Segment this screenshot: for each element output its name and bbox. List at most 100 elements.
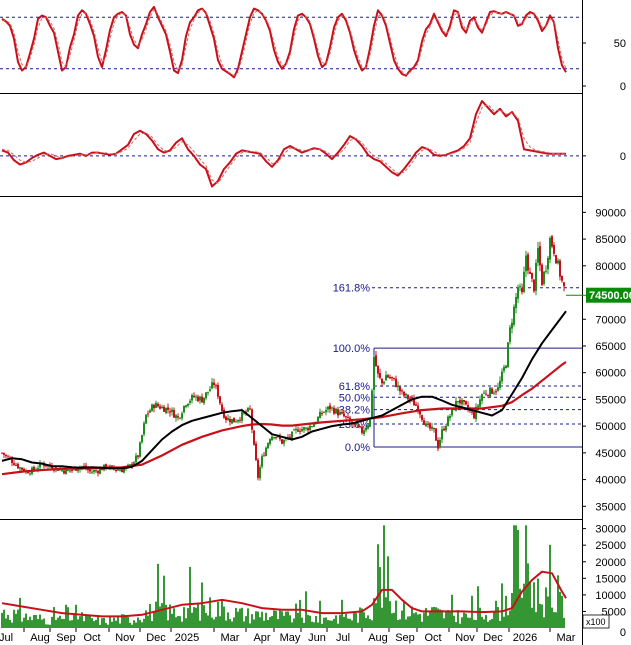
x-tick-label: Sep <box>56 632 76 644</box>
candle-body <box>309 425 311 431</box>
candle-body <box>77 469 79 472</box>
candle-body <box>511 322 513 329</box>
volume-bar <box>413 613 415 628</box>
volume-bar <box>513 525 515 628</box>
volume-bar <box>183 607 185 628</box>
volume-bar <box>265 612 267 628</box>
candle-body <box>281 439 283 444</box>
volume-bar <box>439 609 441 628</box>
candle-body <box>63 470 65 474</box>
volume-bar <box>47 624 49 628</box>
volume-bar <box>195 607 197 628</box>
volume-bar <box>149 604 151 628</box>
volume-bar <box>81 612 83 628</box>
candle-body <box>369 419 371 427</box>
candle-body <box>71 469 73 471</box>
volume-bar <box>5 618 7 628</box>
volume-bar <box>457 610 459 628</box>
fib-level-label: 61.8% <box>339 381 370 393</box>
candle-body <box>481 394 483 401</box>
candle-body <box>313 424 315 427</box>
candle-body <box>437 440 439 449</box>
candle-body <box>507 342 509 367</box>
volume-bar <box>1 612 3 628</box>
candle-body <box>531 272 533 279</box>
volume-bar <box>269 617 271 628</box>
candle-body <box>461 399 463 405</box>
volume-bar <box>245 616 247 628</box>
volume-bar <box>101 618 103 628</box>
volume-bar <box>113 617 115 628</box>
candle-body <box>149 410 151 413</box>
candle-body <box>449 416 451 418</box>
volume-bar <box>157 563 159 628</box>
volume-bar <box>363 612 365 628</box>
signal-line <box>1 103 566 184</box>
volume-bar <box>49 624 51 628</box>
volume-bar <box>85 615 87 628</box>
volume-bar <box>395 600 397 628</box>
candle-body <box>429 423 431 429</box>
volume-bar <box>23 617 25 628</box>
volume-bar <box>193 607 195 628</box>
oscillator-line <box>1 5 567 79</box>
candle-body <box>253 430 255 445</box>
candle-body <box>249 408 251 410</box>
volume-bar <box>435 607 437 628</box>
candle-body <box>115 470 117 472</box>
volume-bar <box>391 613 393 628</box>
candle-body <box>379 372 381 378</box>
volume-bar <box>387 556 389 628</box>
x-tick-label: Dec <box>483 632 503 644</box>
candle-body <box>151 404 153 411</box>
candle-body <box>535 263 537 291</box>
candle-body <box>397 385 399 388</box>
candle-body <box>199 396 201 401</box>
volume-bar <box>185 618 187 628</box>
candle-body <box>269 439 271 444</box>
volume-bar <box>383 525 385 628</box>
volume-bar <box>235 607 237 628</box>
volume-bar <box>61 618 63 628</box>
volume-bar <box>481 616 483 628</box>
candle-body <box>205 392 207 399</box>
candle-body <box>381 378 383 384</box>
candle-body <box>153 404 155 409</box>
candle-body <box>51 465 53 470</box>
candle-body <box>219 396 221 404</box>
volume-bar <box>399 619 401 628</box>
candle-body <box>561 276 563 281</box>
candle-body <box>99 468 101 474</box>
volume-bar <box>425 608 427 628</box>
volume-bar <box>51 616 53 628</box>
volume-bar <box>89 615 91 628</box>
volume-bar <box>509 610 511 628</box>
candle-body <box>373 356 375 390</box>
x-tick-label: Nov <box>455 632 475 644</box>
volume-bar <box>479 607 481 628</box>
volume-bar <box>563 617 565 628</box>
volume-bar <box>155 601 157 628</box>
volume-bar <box>273 610 275 628</box>
candle-body <box>463 399 465 402</box>
volume-bar <box>253 619 255 628</box>
volume-bar <box>409 616 411 628</box>
volume-bar <box>55 619 57 628</box>
volume-bar <box>397 620 399 628</box>
y-tick-label: 80000 <box>595 261 626 273</box>
volume-bar <box>63 618 65 628</box>
candle-body <box>541 264 543 286</box>
volume-bar <box>337 623 339 628</box>
candle-body <box>489 387 491 397</box>
candle-body <box>17 463 19 469</box>
volume-bar <box>161 603 163 628</box>
candle-body <box>139 442 141 457</box>
candle-body <box>457 401 459 403</box>
candle-body <box>345 416 347 418</box>
volume-bar <box>467 617 469 628</box>
volume-bar <box>279 610 281 628</box>
volume-bar <box>309 615 311 628</box>
candle-body <box>293 429 295 431</box>
candle-body <box>209 389 211 392</box>
